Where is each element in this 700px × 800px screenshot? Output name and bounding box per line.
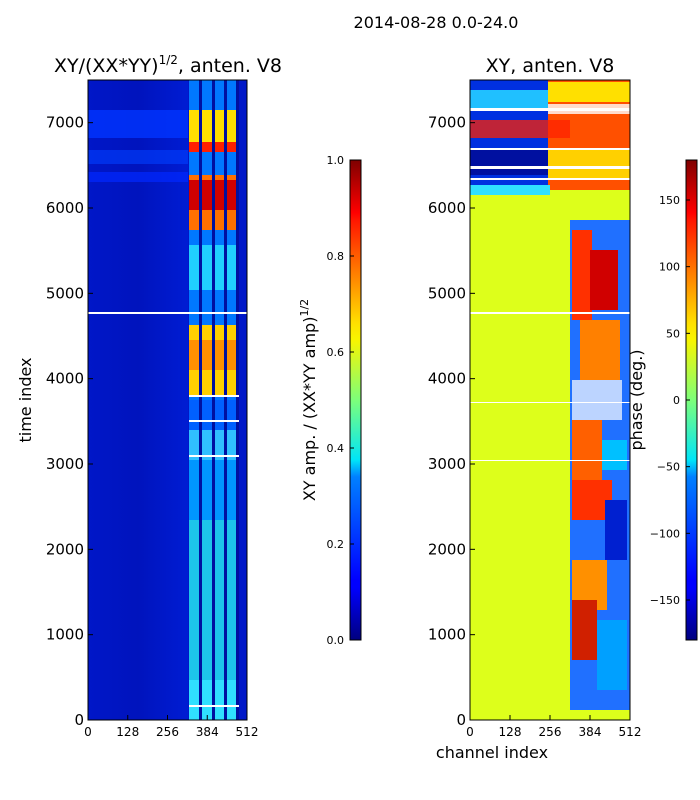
left-y-tick-label: 4000 <box>46 370 84 388</box>
left-colorbar <box>349 159 362 641</box>
right-x-tick-label: 384 <box>579 725 602 739</box>
right-x-tick-label: 0 <box>466 725 474 739</box>
left-y-ticks: 0 1000 2000 3000 4000 5000 6000 7000 <box>46 114 93 729</box>
right-y-tick-label: 2000 <box>428 540 466 558</box>
right-x-tick-label: 512 <box>619 725 642 739</box>
right-colorbar-label: phase (deg.) <box>627 349 646 450</box>
left-panel-title: XY/(XX*YY)1/2, anten. V8 <box>54 53 282 77</box>
right-x-tick-label: 256 <box>539 725 562 739</box>
left-x-tick-label: 512 <box>236 725 259 739</box>
right-colorbar-tick-label: −50 <box>657 461 680 474</box>
right-y-tick-label: 1000 <box>428 626 466 644</box>
right-colorbar-tick-label: −100 <box>650 527 680 540</box>
right-colorbar-tick-label: −150 <box>650 594 680 607</box>
right-panel-title: XY, anten. V8 <box>486 55 615 77</box>
left-colorbar-tick-label: 0.2 <box>327 538 345 551</box>
right-x-ticks: 0 128 256 384 512 <box>466 715 641 739</box>
left-y-tick-label: 6000 <box>46 199 84 217</box>
left-y-axis-label: time index <box>16 357 35 442</box>
right-y-tick-label: 6000 <box>428 199 466 217</box>
left-y-tick-label: 5000 <box>46 284 84 302</box>
right-colorbar-ticks: −150 −100 −50 0 50 100 150 <box>650 194 690 607</box>
left-y-tick-label: 7000 <box>46 114 84 132</box>
left-colorbar-tick-label: 0.6 <box>327 346 345 359</box>
left-x-tick-label: 128 <box>116 725 139 739</box>
right-colorbar-tick-label: 0 <box>673 394 680 407</box>
right-heatmap <box>470 80 630 720</box>
right-y-tick-label: 0 <box>456 711 466 729</box>
right-colorbar-tick-label: 150 <box>659 194 680 207</box>
left-y-tick-label: 0 <box>74 711 84 729</box>
left-colorbar-tick-label: 0.8 <box>327 250 345 263</box>
right-y-tick-label: 5000 <box>428 284 466 302</box>
left-colorbar-tick-label: 1.0 <box>327 154 345 167</box>
left-colorbar-ticks: 0.0 0.2 0.4 0.6 0.8 1.0 <box>327 154 354 647</box>
left-x-ticks: 0 128 256 384 512 <box>84 715 258 739</box>
right-colorbar-tick-label: 100 <box>659 261 680 274</box>
left-heatmap <box>88 80 247 720</box>
left-y-tick-label: 2000 <box>46 540 84 558</box>
right-y-tick-label: 3000 <box>428 455 466 473</box>
left-colorbar-label: XY amp. / (XX*YY amp)1/2 <box>298 299 319 501</box>
right-y-ticks: 0 1000 2000 3000 4000 5000 6000 7000 <box>428 114 475 729</box>
left-x-tick-label: 256 <box>156 725 179 739</box>
figure-title: 2014-08-28 0.0-24.0 <box>354 13 519 32</box>
right-colorbar-tick-label: 50 <box>666 327 680 340</box>
left-x-tick-label: 384 <box>196 725 219 739</box>
right-y-tick-label: 4000 <box>428 370 466 388</box>
left-colorbar-tick-label: 0.0 <box>327 634 345 647</box>
left-colorbar-tick-label: 0.4 <box>327 442 345 455</box>
right-y-tick-label: 7000 <box>428 114 466 132</box>
left-y-tick-label: 3000 <box>46 455 84 473</box>
right-x-axis-label: channel index <box>436 743 548 762</box>
left-x-tick-label: 0 <box>84 725 92 739</box>
right-x-tick-label: 128 <box>499 725 522 739</box>
left-y-tick-label: 1000 <box>46 626 84 644</box>
